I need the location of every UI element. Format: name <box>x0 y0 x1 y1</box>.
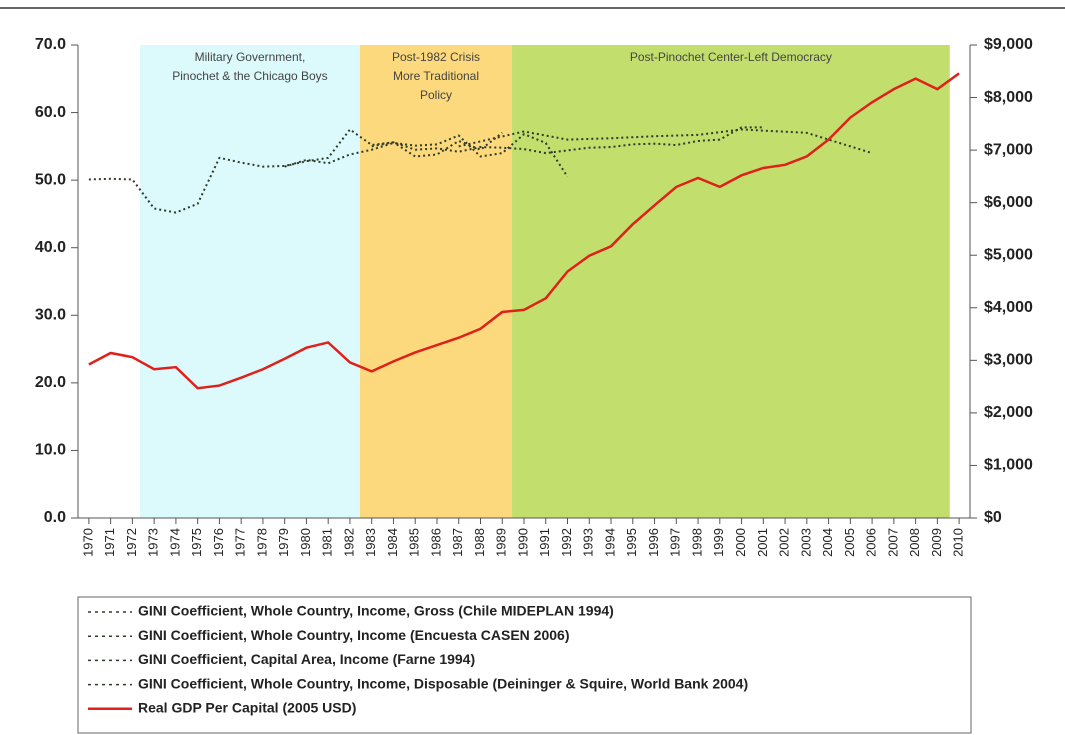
legend-box <box>77 596 972 734</box>
legend-label: Real GDP Per Capital (2005 USD) <box>138 700 356 716</box>
x-tick-label: 1996 <box>646 528 661 557</box>
series-line <box>88 128 503 214</box>
regions: Military Government, Pinochet & the Chica… <box>140 45 950 518</box>
x-tick-label: 2004 <box>820 528 835 557</box>
x-tick-label: 1970 <box>80 528 95 557</box>
series-line <box>458 128 873 155</box>
x-tick-label: 1973 <box>146 528 161 557</box>
y-tick-label: 20.0 <box>35 374 66 391</box>
y2-tick-label: $4,000 <box>984 299 1033 316</box>
x-tick-label: 1986 <box>428 528 443 557</box>
region <box>512 45 950 518</box>
y2-tick-label: $6,000 <box>984 194 1033 211</box>
region <box>140 45 360 518</box>
y2-tick-label: $7,000 <box>984 141 1033 158</box>
x-tick-label: 2010 <box>951 528 966 557</box>
y2-tick-label: $9,000 <box>984 36 1033 53</box>
y2-tick-label: $3,000 <box>984 352 1033 369</box>
region <box>359 45 513 518</box>
x-tick-label: 1988 <box>472 528 487 557</box>
y2-tick-label: $2,000 <box>984 404 1033 421</box>
x-tick-label: 1972 <box>124 528 139 557</box>
x-tick-label: 1989 <box>494 528 509 557</box>
x-tick-label: 2003 <box>798 528 813 557</box>
x-tick-label: 1995 <box>624 528 639 557</box>
x-tick-label: 1982 <box>341 528 356 557</box>
region-label: More Traditional <box>393 69 479 83</box>
x-tick-label: 1979 <box>276 528 291 557</box>
x-tick-label: 1993 <box>581 528 596 557</box>
series-line <box>284 133 569 178</box>
x-tick-label: 2008 <box>907 528 922 557</box>
x-tick-label: 1978 <box>254 528 269 557</box>
x-tick-label: 2005 <box>842 528 857 557</box>
x-tick-label: 2001 <box>755 528 770 557</box>
x-tick-label: 1977 <box>233 528 248 557</box>
x-tick-label: 1990 <box>515 528 530 557</box>
region-label: Pinochet & the Chicago Boys <box>172 69 327 83</box>
x-tick-label: 1976 <box>211 528 226 557</box>
y-tick-label: 60.0 <box>35 104 66 121</box>
x-tick-label: 1984 <box>385 528 400 557</box>
x-tick-label: 1997 <box>668 528 683 557</box>
x-tick-label: 1987 <box>450 528 465 557</box>
series-line <box>371 126 764 155</box>
x-tick-label: 1994 <box>602 528 617 557</box>
x-tick-label: 1999 <box>711 528 726 557</box>
region-label: Military Government, <box>195 50 306 64</box>
y-tick-label: 50.0 <box>35 171 66 188</box>
x-tick-label: 1975 <box>189 528 204 557</box>
x-tick-label: 2009 <box>929 528 944 557</box>
legend-label: GINI Coefficient, Whole Country, Income … <box>138 627 569 643</box>
legend-label: GINI Coefficient, Whole Country, Income,… <box>138 675 748 691</box>
x-tick-label: 1981 <box>320 528 335 557</box>
y-tick-label: 40.0 <box>35 239 66 256</box>
series-line <box>88 72 960 390</box>
x-tick-label: 2000 <box>733 528 748 557</box>
x-tick-label: 1992 <box>559 528 574 557</box>
y-tick-label: 10.0 <box>35 442 66 459</box>
x-tick-label: 1998 <box>689 528 704 557</box>
y2-tick-label: $1,000 <box>984 457 1033 474</box>
y2-tick-label: $8,000 <box>984 89 1033 106</box>
legend-label: GINI Coefficient, Capital Area, Income (… <box>138 651 475 667</box>
x-tick-label: 1985 <box>407 528 422 557</box>
region-label: Post-1982 Crisis <box>392 50 480 64</box>
x-tick-label: 2002 <box>777 528 792 557</box>
y-tick-label: 0.0 <box>44 509 66 526</box>
region-label: Post-Pinochet Center-Left Democracy <box>630 50 832 64</box>
axes: 0.0 10.0 20.0 30.0 40.0 50.0 60.0 70.0 $0 $1,000 $… <box>35 36 1033 557</box>
plot <box>88 72 960 390</box>
x-tick-label: 2006 <box>864 528 879 557</box>
y-tick-label: 70.0 <box>35 36 66 53</box>
x-tick-label: 1974 <box>167 528 182 557</box>
x-tick-label: 1991 <box>537 528 552 557</box>
region-label: Policy <box>420 88 452 102</box>
y-tick-label: 30.0 <box>35 307 66 324</box>
y2-tick-label: $0 <box>984 509 1002 526</box>
x-tick-label: 1971 <box>102 528 117 557</box>
x-tick-label: 1980 <box>298 528 313 557</box>
y2-tick-label: $5,000 <box>984 246 1033 263</box>
legend-label: GINI Coefficient, Whole Country, Income,… <box>138 603 614 619</box>
x-tick-label: 1983 <box>363 528 378 557</box>
x-tick-label: 2007 <box>885 528 900 557</box>
